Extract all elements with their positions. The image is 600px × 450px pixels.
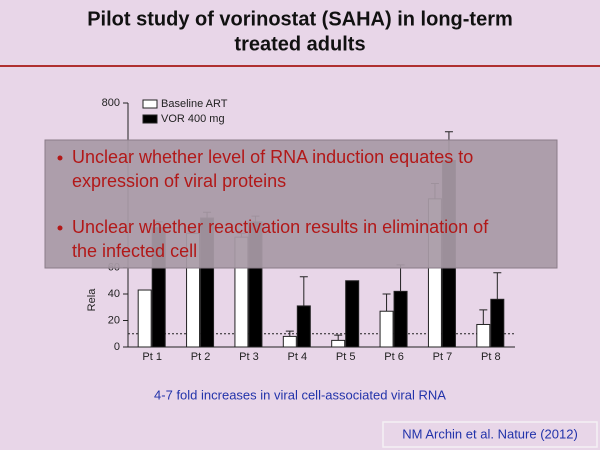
- bullet-text: expression of viral proteins: [72, 171, 286, 191]
- error-bar: [334, 334, 343, 341]
- bullet-dot: [57, 225, 63, 231]
- caption: 4-7 fold increases in viral cell-associa…: [154, 387, 446, 402]
- y-axis-label: Rela: [86, 288, 98, 312]
- y-tick-label: 40: [108, 288, 120, 300]
- legend-swatch: [142, 114, 158, 124]
- x-tick-label: Pt 7: [433, 351, 453, 363]
- chart: 0204060800RelaPt 1Pt 2Pt 3Pt 4Pt 5Pt 6Pt…: [86, 97, 515, 363]
- y-tick-label: 20: [108, 314, 120, 326]
- error-bar: [285, 330, 294, 337]
- x-tick-label: Pt 8: [481, 351, 501, 363]
- error-bar: [382, 293, 391, 312]
- error-bar: [493, 272, 502, 300]
- error-bar: [479, 309, 488, 325]
- x-tick-label: Pt 2: [191, 351, 211, 363]
- x-tick-label: Pt 5: [336, 351, 356, 363]
- y-tick-label: 800: [102, 97, 120, 109]
- bar: [282, 335, 297, 348]
- bar: [137, 289, 152, 348]
- y-tick-label: 0: [114, 341, 120, 353]
- bullet-text: Unclear whether level of RNA induction e…: [72, 147, 473, 167]
- overlay: Unclear whether level of RNA induction e…: [44, 139, 558, 269]
- slide-title: treated adults: [234, 33, 365, 55]
- overlay-box: [44, 139, 558, 269]
- bullet-text: Unclear whether reactivation results in …: [72, 217, 489, 237]
- bar: [345, 280, 360, 348]
- bar: [476, 323, 491, 348]
- citation-box: [382, 421, 598, 448]
- bar: [490, 298, 505, 348]
- bar: [331, 339, 346, 348]
- x-tick-label: Pt 6: [384, 351, 404, 363]
- legend-label: Baseline ART: [161, 98, 228, 110]
- slide-title: Pilot study of vorinostat (SAHA) in long…: [87, 8, 513, 30]
- bullet-dot: [57, 155, 63, 161]
- bar: [296, 305, 311, 348]
- x-tick-label: Pt 4: [288, 351, 308, 363]
- bar: [393, 290, 408, 348]
- error-bar: [299, 276, 308, 306]
- bullet-text: the infected cell: [72, 241, 197, 261]
- citation: NM Archin et al. Nature (2012): [402, 426, 578, 441]
- x-tick-label: Pt 3: [239, 351, 259, 363]
- legend-swatch: [142, 99, 158, 109]
- x-tick-label: Pt 1: [142, 351, 162, 363]
- legend-label: VOR 400 mg: [161, 113, 225, 125]
- bar: [379, 310, 394, 348]
